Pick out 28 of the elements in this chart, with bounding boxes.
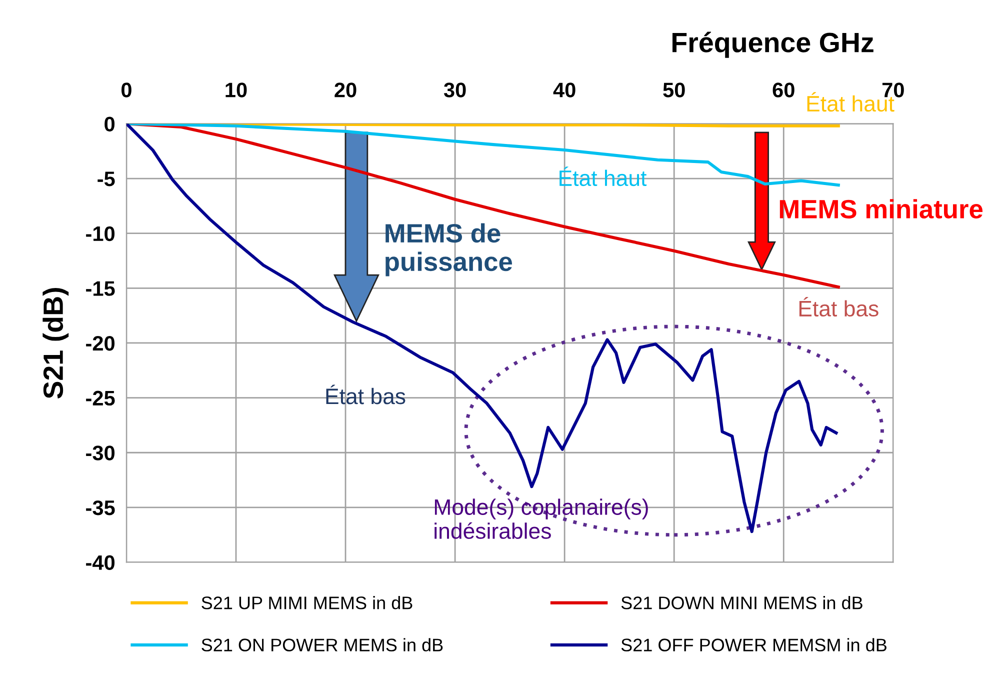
x-axis-title: Fréquence GHz [672, 32, 874, 58]
legend-label: S21 OFF POWER MEMSM in dB [621, 638, 886, 652]
x-tick-label: 0 [121, 82, 132, 98]
y-tick-label: -5 [98, 172, 115, 186]
annotation: MEMS miniature [780, 199, 983, 219]
x-tick-label: 50 [663, 82, 685, 98]
y-tick-label: -10 [86, 226, 114, 242]
y-tick-label: -40 [86, 555, 114, 570]
legend-label: S21 DOWN MINI MEMS in dB [621, 596, 862, 610]
legend-label: S21 UP MIMI MEMS in dB [202, 596, 412, 610]
x-tick-label: 10 [226, 82, 247, 98]
annotation: État bas [326, 384, 406, 404]
annotation: MEMS de puissance [386, 223, 512, 276]
x-tick-label: 40 [553, 82, 576, 98]
y-tick-label: -15 [86, 281, 115, 296]
line-series [126, 124, 840, 187]
y-tick-label: -30 [86, 446, 114, 460]
x-tick-label: 30 [444, 82, 466, 98]
y-tick-label: -35 [86, 500, 115, 516]
x-tick-label: 60 [772, 82, 794, 98]
y-tick-label: 0 [104, 116, 114, 132]
y-tick-label: -25 [86, 390, 115, 406]
y-axis-title: S21 (dB) [42, 288, 69, 399]
legend-label: S21 ON POWER MEMS in dB [202, 638, 443, 652]
x-tick-label: 20 [334, 82, 356, 98]
annotation: État haut [560, 166, 647, 186]
y-tick-label: -20 [86, 336, 114, 351]
annotation: État bas [799, 297, 878, 317]
